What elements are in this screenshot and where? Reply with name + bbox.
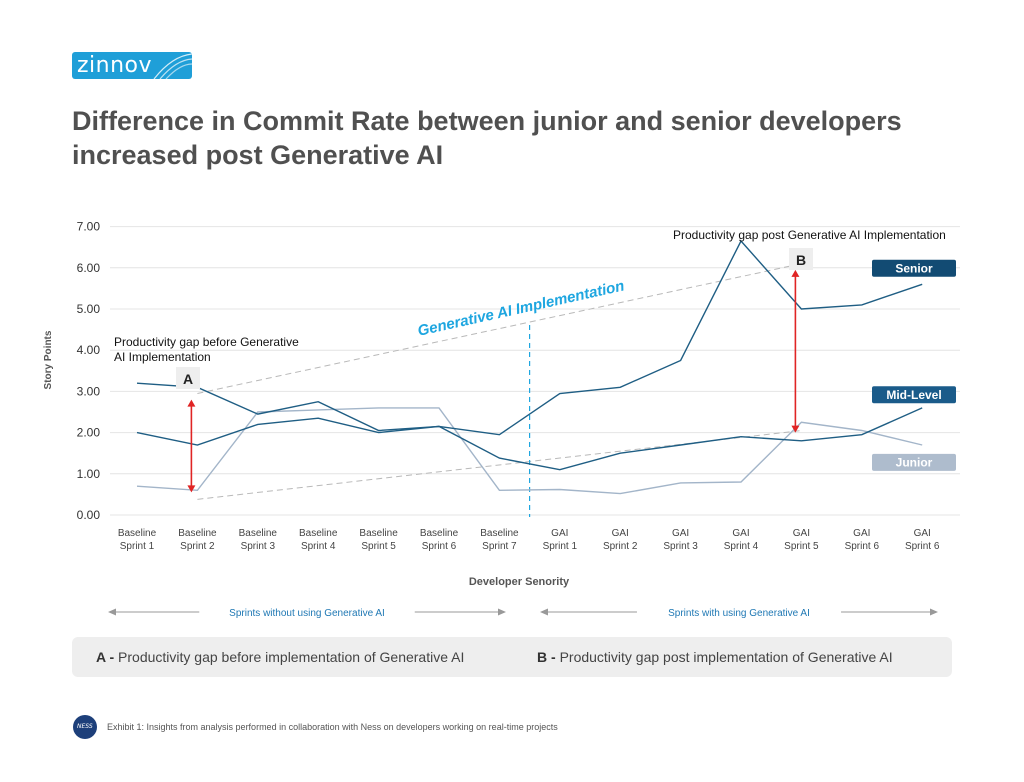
gap-arrow-a-head-bottom xyxy=(187,485,196,493)
x-tick-label: Sprint 4 xyxy=(301,541,336,552)
y-tick-label: 3.00 xyxy=(77,384,101,398)
marker-b-box xyxy=(789,248,813,270)
x-tick-label: Sprint 5 xyxy=(361,541,396,552)
x-tick-label: Sprint 6 xyxy=(422,541,457,552)
period-without-label: Sprints without using Generative AI xyxy=(229,608,385,619)
x-tick-label: Sprint 1 xyxy=(120,541,155,552)
x-tick-label: Baseline xyxy=(420,528,459,539)
x-axis-title: Developer Senority xyxy=(469,576,570,588)
footer-caption: Exhibit 1: Insights from analysis perfor… xyxy=(107,722,558,732)
series-label-senior: Senior xyxy=(895,261,933,275)
gap-arrow-b-head-top xyxy=(791,269,800,277)
legend-item-b: B - Productivity gap post implementation… xyxy=(537,649,893,665)
marker-b: B xyxy=(796,252,806,268)
x-tick-label: GAI xyxy=(672,528,689,539)
x-tick-label: Sprint 2 xyxy=(603,541,638,552)
x-tick-label: Sprint 5 xyxy=(784,541,819,552)
trend-line xyxy=(197,263,802,394)
x-tick-label: Baseline xyxy=(118,528,157,539)
ness-logo: NESS xyxy=(73,715,97,739)
period-with-arrow-right xyxy=(930,608,938,616)
legend-item-a: A - Productivity gap before implementati… xyxy=(96,649,464,665)
y-tick-label: 1.00 xyxy=(77,467,101,481)
x-tick-label: Baseline xyxy=(480,528,519,539)
x-tick-label: Sprint 7 xyxy=(482,541,517,552)
gap-arrow-b-head-bottom xyxy=(791,425,800,433)
series-label-senior-box xyxy=(872,259,956,277)
x-tick-label: Sprint 3 xyxy=(241,541,276,552)
x-tick-label: GAI xyxy=(612,528,629,539)
y-tick-label: 2.00 xyxy=(77,426,101,440)
x-tick-label: GAI xyxy=(853,528,870,539)
x-tick-label: Sprint 2 xyxy=(180,541,215,552)
y-tick-label: 7.00 xyxy=(77,220,101,234)
period-without-arrow-right xyxy=(498,608,506,616)
period-with-arrow-left xyxy=(540,608,548,616)
x-tick-label: Baseline xyxy=(239,528,278,539)
x-tick-label: Sprint 1 xyxy=(543,541,578,552)
logo-swoosh-icon xyxy=(153,53,192,79)
trend-line xyxy=(197,430,802,500)
marker-a: A xyxy=(183,371,193,387)
y-tick-label: 0.00 xyxy=(77,508,101,522)
x-tick-label: GAI xyxy=(914,528,931,539)
y-tick-label: 5.00 xyxy=(77,302,101,316)
legend-b-marker: B - xyxy=(537,649,556,665)
legend-bar: A - Productivity gap before implementati… xyxy=(72,637,952,677)
x-tick-label: GAI xyxy=(793,528,810,539)
x-tick-label: Baseline xyxy=(359,528,398,539)
gap-before-annotation: Productivity gap before Generative xyxy=(114,335,299,349)
series-line-senior xyxy=(136,239,923,436)
legend-a-text: Productivity gap before implementation o… xyxy=(118,649,465,665)
gap-before-annotation: AI Implementation xyxy=(114,350,211,364)
legend-b-text: Productivity gap post implementation of … xyxy=(559,649,893,665)
series-label-mid-level: Mid-Level xyxy=(886,388,941,402)
x-tick-label: Sprint 6 xyxy=(845,541,880,552)
series-label-junior: Junior xyxy=(896,455,933,469)
logo-text: zinnov xyxy=(77,53,153,78)
y-axis-title: Story Points xyxy=(43,330,54,389)
series-label-junior-box xyxy=(872,453,956,471)
period-without-arrow-left xyxy=(108,608,116,616)
page-title: Difference in Commit Rate between junior… xyxy=(72,106,902,170)
series-line-mid-level xyxy=(136,407,923,471)
gap-arrow-a-head-top xyxy=(187,399,196,407)
zinnov-logo: zinnov xyxy=(72,52,192,79)
y-tick-label: 4.00 xyxy=(77,343,101,357)
x-tick-label: GAI xyxy=(551,528,568,539)
marker-a-box xyxy=(176,367,200,389)
series-label-mid-level-box xyxy=(872,386,956,404)
period-with-label: Sprints with using Generative AI xyxy=(668,608,810,619)
x-tick-label: Baseline xyxy=(299,528,338,539)
gap-after-annotation: Productivity gap post Generative AI Impl… xyxy=(673,228,946,242)
y-tick-label: 6.00 xyxy=(77,261,101,275)
x-tick-label: Sprint 4 xyxy=(724,541,759,552)
ness-logo-text: NESS xyxy=(77,723,93,730)
x-tick-label: GAI xyxy=(732,528,749,539)
x-tick-label: Sprint 6 xyxy=(905,541,940,552)
x-tick-label: Sprint 3 xyxy=(663,541,698,552)
legend-a-marker: A - xyxy=(96,649,115,665)
x-tick-label: Baseline xyxy=(178,528,217,539)
